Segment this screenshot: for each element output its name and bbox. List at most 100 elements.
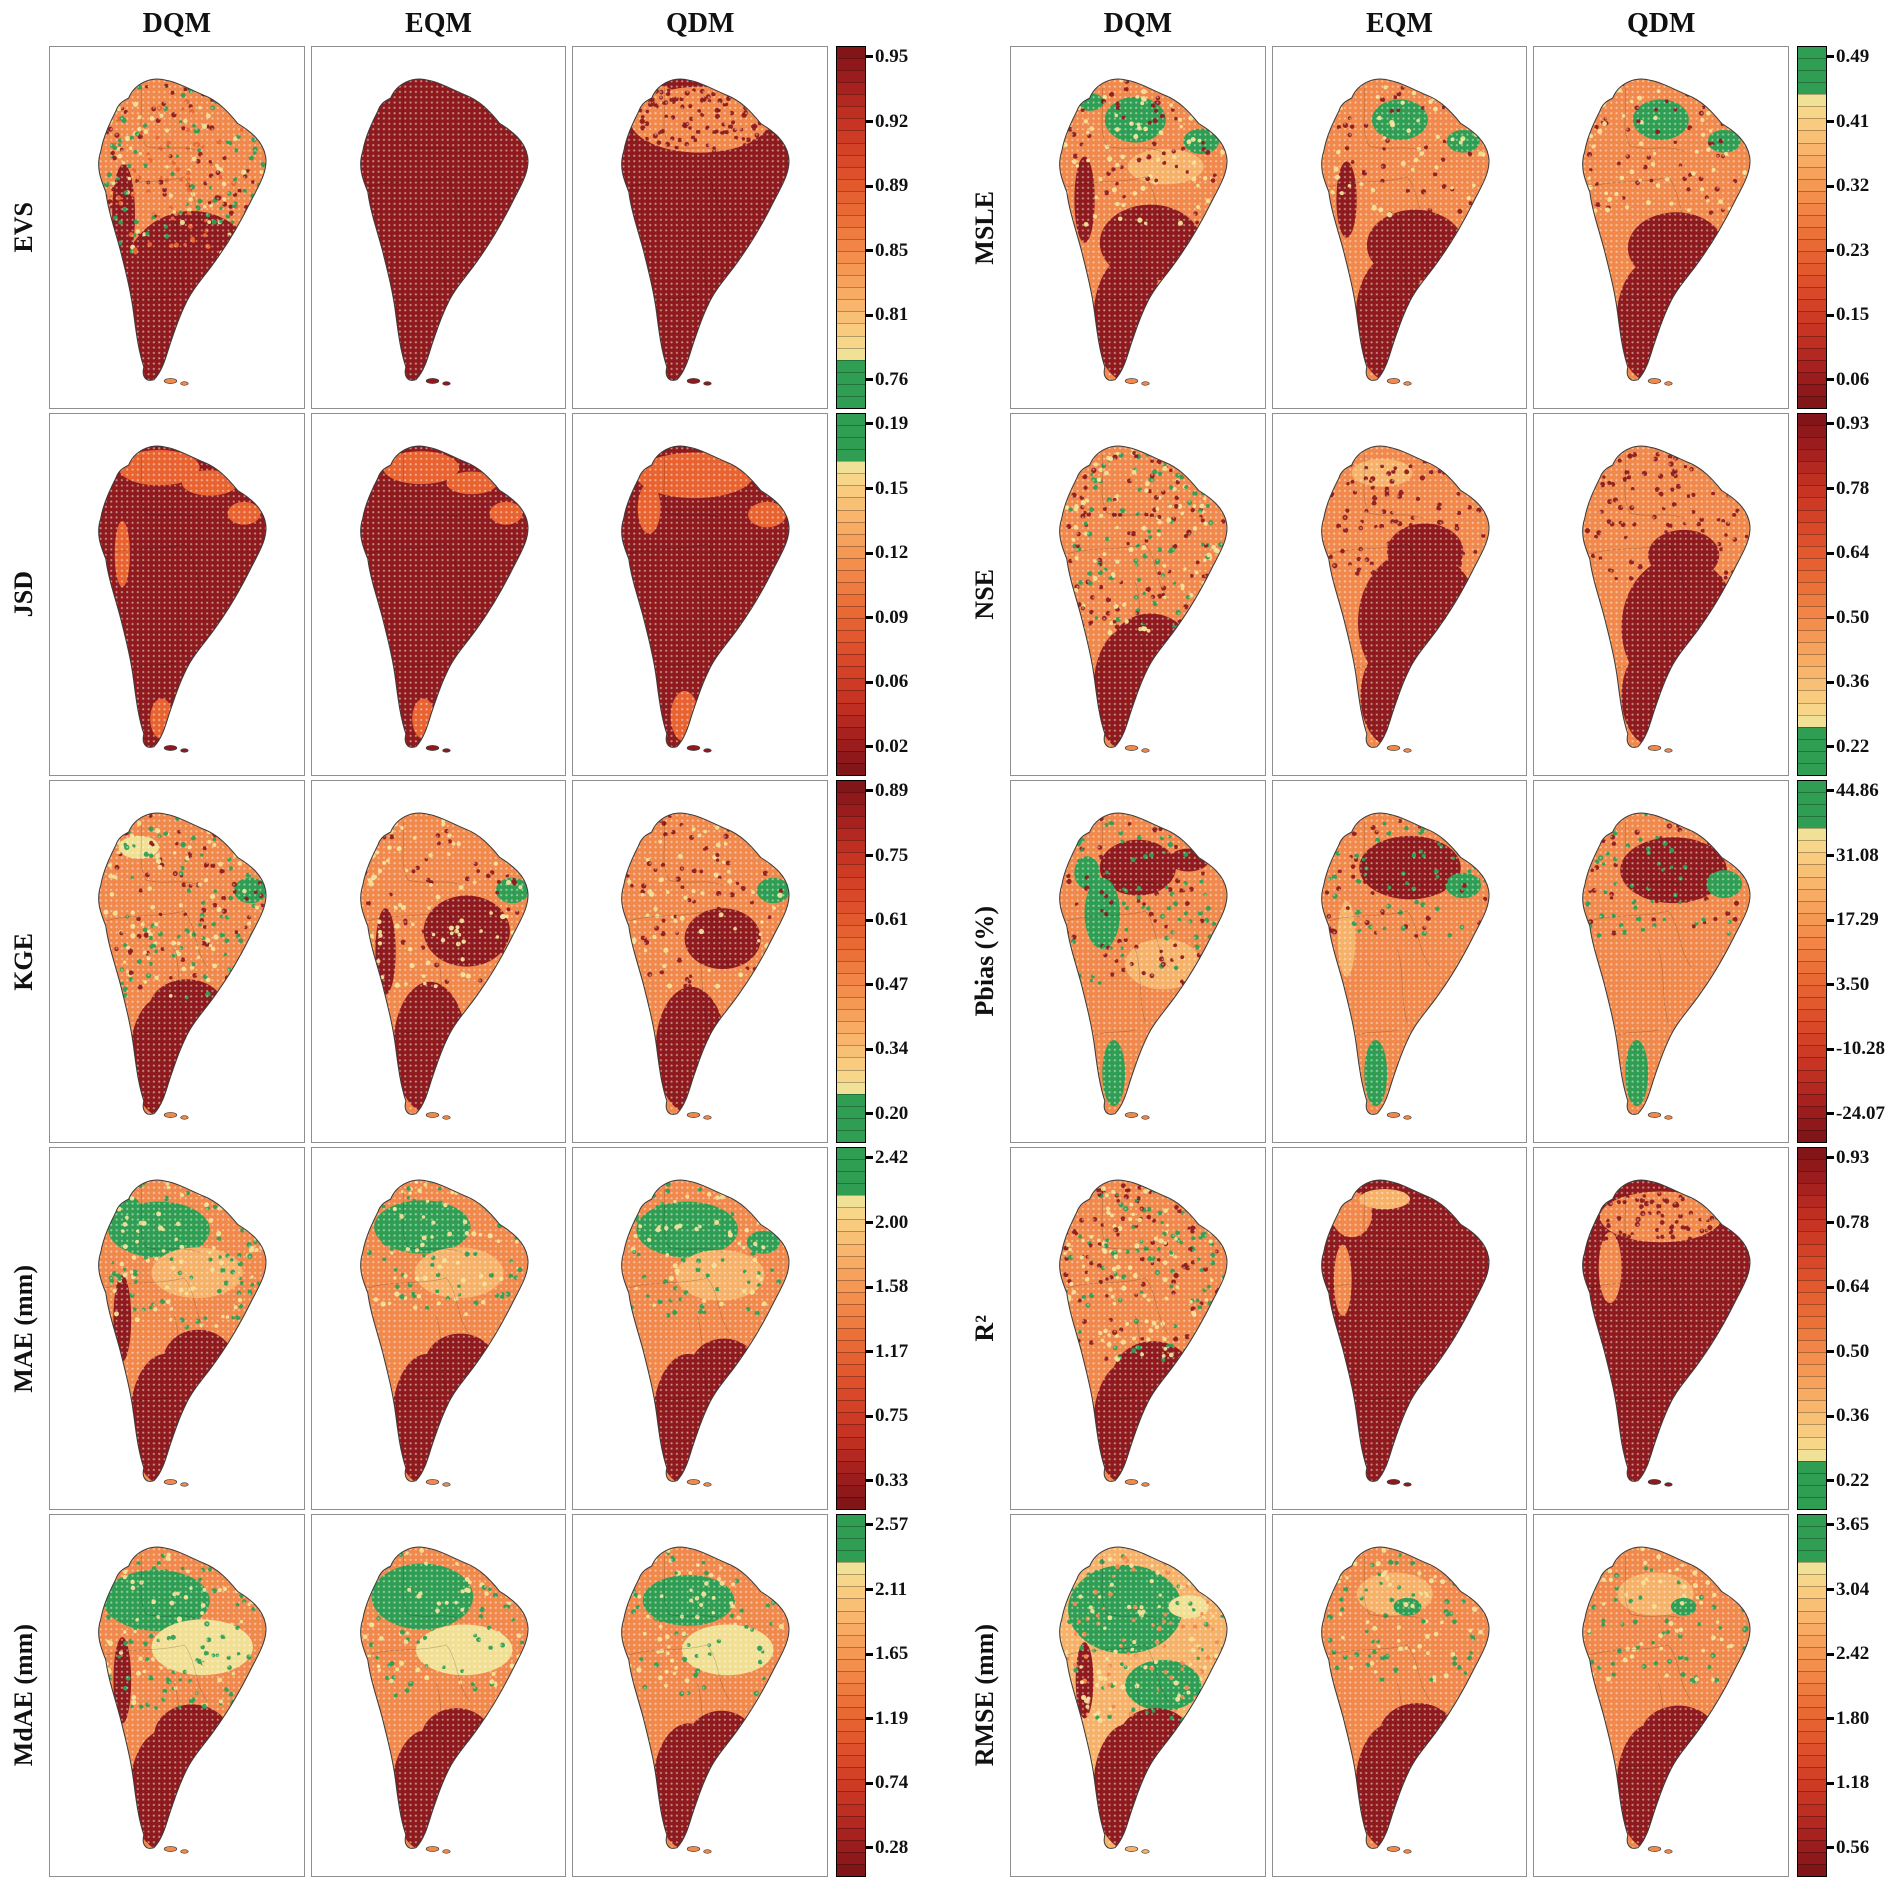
colorbar-tick-value: 0.78 (1835, 1211, 1870, 1233)
map-svg-mae-mm-dqm (98, 1179, 267, 1487)
colorbar-segment (1797, 864, 1826, 877)
colorbar-tick: 1.18 (1827, 1772, 1869, 1794)
map-rmse-mm-eqm (1271, 1514, 1528, 1877)
map-svg-r-dqm (1059, 1179, 1228, 1487)
colorbar-tick: 0.22 (1827, 736, 1869, 758)
colorbar-segment (836, 762, 865, 775)
colorbar-segment (1797, 1586, 1826, 1599)
map-r-eqm (1271, 1147, 1528, 1510)
colorbar-tick-value: 0.09 (874, 606, 909, 628)
colorbar-segment (1797, 347, 1826, 360)
island-shape (163, 745, 178, 751)
colorbar-segment (836, 214, 865, 227)
island-shape (687, 1846, 701, 1852)
colorbar-tick-value: 0.85 (874, 239, 909, 261)
colorbar-segment (836, 311, 865, 324)
colorbar-segment (836, 533, 865, 546)
colorbar-tick-value: 0.20 (874, 1102, 909, 1124)
colorbar-segment (1797, 239, 1826, 252)
colorbar-tick: -10.28 (1827, 1038, 1885, 1060)
colorbar-tick-value: 0.64 (1835, 542, 1870, 564)
colorbar-segment (836, 1731, 865, 1744)
colorbar-segment (1797, 581, 1826, 594)
colorbar-segment (1797, 1731, 1826, 1744)
island-shape (441, 1482, 451, 1487)
island-shape (425, 1112, 439, 1118)
map-svg-pbias-eqm (1320, 812, 1490, 1120)
colorbar-segment (1797, 666, 1826, 679)
colorbar-segment (1797, 1033, 1826, 1046)
colorbar-segment (836, 1767, 865, 1780)
colorbar-tick-value: 0.74 (874, 1772, 909, 1794)
colorbar-segment (1797, 1207, 1826, 1220)
colorbar-tick-value: 0.89 (874, 779, 909, 801)
map-svg-evs-qdm (621, 78, 790, 386)
colorbar-segment (1797, 1171, 1826, 1184)
island-shape (1386, 1846, 1400, 1852)
row-label-msle: MSLE (963, 44, 1007, 411)
colorbar-tick-value: 0.15 (874, 477, 909, 499)
map-rmse-mm-dqm (1010, 1514, 1266, 1877)
island-shape (1648, 1846, 1662, 1852)
colorbar-segment (1797, 1291, 1826, 1304)
colorbar-segment (1797, 202, 1826, 215)
metric-label: R² (970, 1315, 999, 1342)
colorbar-segment (836, 1526, 865, 1539)
colorbar-tick: 0.09 (866, 607, 908, 629)
island-shape (1124, 1112, 1139, 1118)
colorbar-tick: 0.75 (866, 1405, 908, 1427)
colorbar-segment (836, 1574, 865, 1587)
colorbar-tick-value: 0.49 (1835, 45, 1870, 67)
map-svg-nse-eqm (1320, 445, 1490, 753)
colorbar-tick-value: 3.50 (1835, 973, 1870, 995)
colorbar-segment (836, 1743, 865, 1756)
colorbar-segment (836, 1291, 865, 1304)
colorbar-segment (836, 1610, 865, 1623)
colorbar-segment (836, 1081, 865, 1094)
row-label-r: R² (963, 1145, 1007, 1512)
colorbar-segment (1797, 1515, 1826, 1527)
colorbar-segment (836, 1424, 865, 1437)
colorbar-segment (836, 569, 865, 582)
island-shape (703, 1115, 712, 1120)
colorbar-segment (836, 437, 865, 450)
colorbar-segment (836, 1538, 865, 1551)
colorbar-tick: 0.12 (866, 542, 908, 564)
island-shape (1648, 1112, 1662, 1118)
island-shape (1664, 381, 1673, 386)
colorbar-segment (1797, 311, 1826, 324)
colorbar-tick-value: 2.42 (874, 1146, 909, 1168)
island-shape (180, 748, 189, 753)
colorbar-segment (836, 1303, 865, 1316)
colorbar-segment (1797, 1255, 1826, 1268)
colorbar-tick-value: 0.36 (1835, 671, 1870, 693)
colorbar-tick: 0.50 (1827, 1341, 1869, 1363)
colorbar-segment (836, 1207, 865, 1220)
colorbar-segment (1797, 630, 1826, 643)
colorbar-segment (836, 702, 865, 715)
map-jsd-eqm (310, 413, 567, 776)
metric-label: MdAE (mm) (9, 1624, 38, 1767)
map-nse-qdm (1533, 413, 1789, 776)
island-shape (1124, 1846, 1139, 1852)
colorbar-segment (836, 1851, 865, 1864)
colorbar-tick-labels: 0.93 0.78 0.64 0.50 0.36 0.22 (1827, 413, 1890, 776)
colorbar-segment (1797, 1069, 1826, 1082)
map-r-dqm (1010, 1147, 1266, 1510)
map-svg-mae-mm-qdm (621, 1179, 790, 1487)
island-shape (1648, 745, 1662, 751)
colorbar-segment (836, 888, 865, 901)
colorbar-segment (1797, 1436, 1826, 1449)
colorbar-segment (1797, 1327, 1826, 1340)
colorbar-segment (1797, 1779, 1826, 1792)
island-shape (1124, 378, 1139, 384)
colorbar-segment (1797, 828, 1826, 841)
island-shape (425, 745, 439, 751)
header-spacer (2, 4, 46, 44)
colorbar-segment (836, 1719, 865, 1732)
metric-label: NSE (970, 569, 999, 620)
colorbar-segment (1797, 485, 1826, 498)
colorbar-segment (836, 251, 865, 264)
colorbar-segment (836, 473, 865, 486)
